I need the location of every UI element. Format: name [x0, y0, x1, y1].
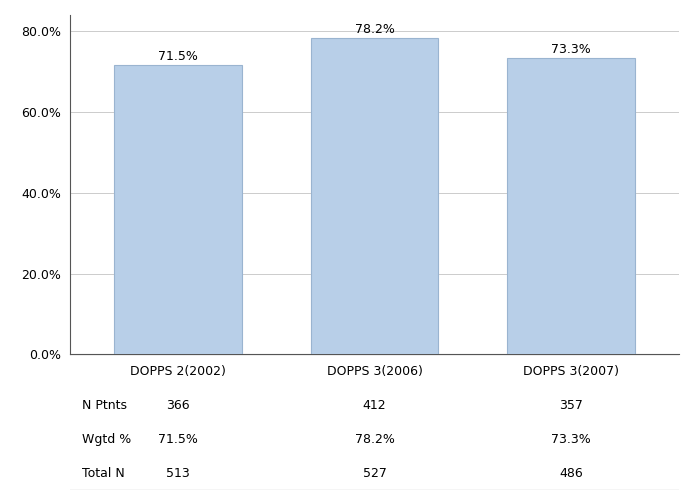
Text: 486: 486 — [559, 466, 583, 479]
Bar — [311, 38, 438, 354]
Text: 366: 366 — [166, 398, 190, 411]
Text: 73.3%: 73.3% — [551, 43, 591, 56]
Text: DOPPS 2(2002): DOPPS 2(2002) — [130, 364, 226, 378]
Text: Total N: Total N — [82, 466, 125, 479]
Text: 357: 357 — [559, 398, 583, 411]
Text: 78.2%: 78.2% — [355, 23, 394, 36]
Text: 73.3%: 73.3% — [551, 432, 591, 446]
Text: 513: 513 — [166, 466, 190, 479]
Text: 527: 527 — [363, 466, 386, 479]
Text: 412: 412 — [363, 398, 386, 411]
Text: Wgtd %: Wgtd % — [82, 432, 132, 446]
Text: 71.5%: 71.5% — [158, 432, 198, 446]
Bar — [507, 58, 635, 354]
Text: DOPPS 3(2006): DOPPS 3(2006) — [327, 364, 422, 378]
Text: 71.5%: 71.5% — [158, 50, 198, 63]
Bar — [114, 66, 242, 354]
Text: N Ptnts: N Ptnts — [82, 398, 127, 411]
Text: DOPPS 3(2007): DOPPS 3(2007) — [523, 364, 619, 378]
Text: 78.2%: 78.2% — [355, 432, 394, 446]
